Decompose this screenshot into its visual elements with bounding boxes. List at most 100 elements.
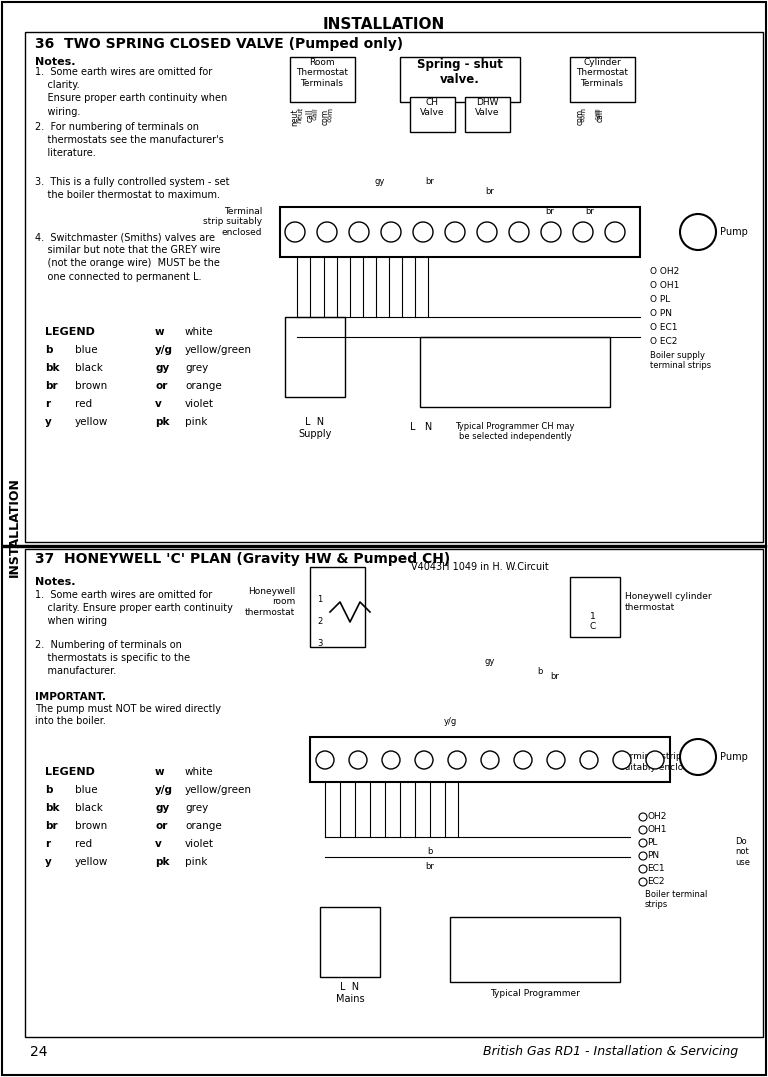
Text: 4: 4 — [389, 226, 393, 236]
Text: 24: 24 — [30, 1045, 48, 1059]
Text: EC2: EC2 — [647, 877, 664, 886]
Text: white: white — [185, 767, 214, 777]
Circle shape — [639, 813, 647, 821]
Text: Terminal
strip suitably
enclosed: Terminal strip suitably enclosed — [203, 207, 262, 237]
Bar — [410, 97, 455, 132]
Text: br: br — [545, 207, 554, 216]
Text: Pump: Pump — [720, 227, 748, 237]
Text: gy: gy — [375, 177, 386, 186]
Bar — [280, 207, 640, 257]
Text: OH2: OH2 — [647, 812, 667, 821]
Text: br: br — [551, 672, 559, 681]
Text: br: br — [425, 177, 435, 186]
Text: bk: bk — [45, 363, 59, 373]
Circle shape — [317, 222, 337, 242]
Text: black: black — [75, 363, 103, 373]
Text: British Gas RD1 - Installation & Servicing: British Gas RD1 - Installation & Servici… — [483, 1046, 738, 1059]
Circle shape — [680, 214, 716, 250]
Text: Typical Programmer: Typical Programmer — [490, 989, 580, 998]
Circle shape — [413, 222, 433, 242]
Text: Honeywell
room
thermostat: Honeywell room thermostat — [245, 587, 295, 617]
Circle shape — [514, 751, 532, 769]
Text: br: br — [485, 187, 495, 196]
Text: CH
Valve: CH Valve — [420, 98, 444, 117]
Circle shape — [680, 739, 716, 775]
Circle shape — [316, 751, 334, 769]
Text: yellow: yellow — [75, 417, 108, 426]
Text: 37  HONEYWELL 'C' PLAN (Gravity HW & Pumped CH): 37 HONEYWELL 'C' PLAN (Gravity HW & Pump… — [35, 553, 450, 567]
Bar — [450, 917, 620, 982]
Text: 2: 2 — [356, 755, 360, 764]
Text: com: com — [575, 109, 584, 125]
Text: PN: PN — [647, 851, 659, 861]
Text: Do
not
use: Do not use — [735, 837, 750, 867]
Text: Pump: Pump — [720, 752, 748, 763]
Text: 8: 8 — [554, 755, 558, 764]
Bar — [310, 737, 670, 782]
Text: y/g: y/g — [443, 717, 457, 726]
Text: pink: pink — [185, 417, 207, 426]
Text: br: br — [425, 862, 435, 871]
Text: 10: 10 — [611, 226, 620, 236]
Text: or: or — [155, 381, 167, 391]
Text: L   N: L N — [410, 422, 432, 432]
Text: 3.  This is a fully controlled system - set
    the boiler thermostat to maximum: 3. This is a fully controlled system - s… — [35, 177, 230, 200]
Text: PL: PL — [647, 838, 657, 847]
Circle shape — [349, 751, 367, 769]
Text: neut: neut — [290, 109, 300, 126]
Text: neut: neut — [296, 107, 303, 124]
Text: Boiler terminal
strips: Boiler terminal strips — [645, 890, 707, 909]
Text: red: red — [75, 839, 92, 849]
Circle shape — [445, 222, 465, 242]
Text: b: b — [427, 847, 432, 856]
Text: yellow/green: yellow/green — [185, 345, 252, 355]
Text: EC1: EC1 — [647, 864, 664, 873]
Circle shape — [639, 852, 647, 861]
Text: v: v — [155, 839, 162, 849]
Text: 2: 2 — [325, 226, 329, 236]
Text: LEGEND: LEGEND — [45, 767, 95, 777]
Text: O OH1: O OH1 — [650, 281, 680, 290]
Text: r: r — [45, 839, 50, 849]
Text: br: br — [585, 207, 594, 216]
Text: Spring - shut
valve.: Spring - shut valve. — [417, 58, 503, 86]
Text: pk: pk — [155, 417, 170, 426]
Bar — [2, 545, 766, 547]
Text: 5: 5 — [455, 755, 459, 764]
Text: or: or — [155, 821, 167, 831]
Circle shape — [547, 751, 565, 769]
Circle shape — [639, 839, 647, 847]
Text: call: call — [306, 109, 315, 123]
Text: Notes.: Notes. — [35, 57, 75, 67]
Circle shape — [639, 865, 647, 873]
Text: y/g: y/g — [155, 345, 173, 355]
Text: y: y — [45, 417, 51, 426]
Bar — [465, 97, 510, 132]
Text: Room
Thermostat
Terminals: Room Thermostat Terminals — [296, 58, 348, 88]
Text: INSTALLATION: INSTALLATION — [323, 17, 445, 32]
Bar — [310, 567, 365, 647]
Text: 7: 7 — [485, 226, 489, 236]
Text: V4043H 1049 in H. W.Circuit: V4043H 1049 in H. W.Circuit — [411, 562, 549, 572]
Text: 10: 10 — [617, 755, 627, 764]
Circle shape — [639, 878, 647, 886]
Text: 1: 1 — [293, 226, 297, 236]
Text: blue: blue — [75, 345, 98, 355]
Text: Cylinder
Thermostat
Terminals: Cylinder Thermostat Terminals — [576, 58, 628, 88]
Circle shape — [477, 222, 497, 242]
Bar — [25, 32, 763, 542]
Text: 36  TWO SPRING CLOSED VALVE (Pumped only): 36 TWO SPRING CLOSED VALVE (Pumped only) — [35, 37, 403, 51]
Text: LEGEND: LEGEND — [45, 327, 95, 337]
Circle shape — [285, 222, 305, 242]
Text: O OH2: O OH2 — [650, 267, 679, 276]
Text: grey: grey — [185, 803, 208, 813]
Text: 2.  For numbering of terminals on
    thermostats see the manufacturer's
    lit: 2. For numbering of terminals on thermos… — [35, 122, 223, 158]
Text: w: w — [155, 327, 164, 337]
Text: IMPORTANT.: IMPORTANT. — [35, 693, 106, 702]
Text: gy: gy — [155, 803, 169, 813]
Text: O PL: O PL — [650, 295, 670, 304]
Text: w: w — [155, 767, 164, 777]
Text: 8: 8 — [517, 226, 521, 236]
Text: The pump must NOT be wired directly
into the boiler.: The pump must NOT be wired directly into… — [35, 704, 221, 726]
Text: gy: gy — [155, 363, 169, 373]
